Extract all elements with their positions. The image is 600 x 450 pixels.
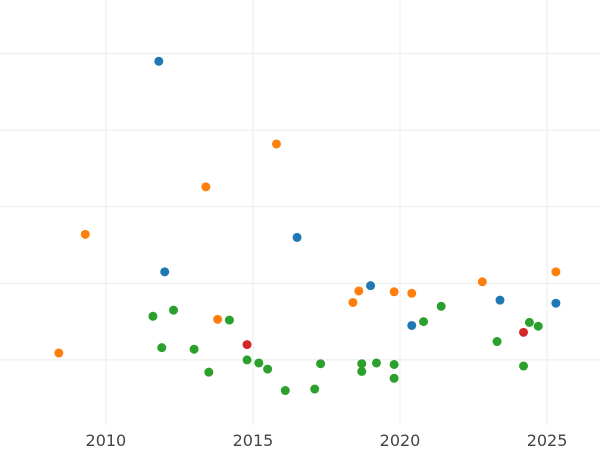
data-point <box>316 359 326 369</box>
data-points <box>54 56 561 396</box>
data-point <box>551 298 561 308</box>
data-point <box>389 360 399 370</box>
x-tick-label: 2025 <box>527 431 568 450</box>
data-point <box>263 364 273 374</box>
x-tick-label: 2015 <box>233 431 274 450</box>
grid-lines <box>0 0 600 425</box>
data-point <box>419 317 429 327</box>
data-point <box>254 358 264 368</box>
data-point <box>280 386 290 396</box>
data-point <box>551 267 561 277</box>
data-point <box>80 229 90 239</box>
data-point <box>157 343 167 353</box>
data-point <box>357 366 367 376</box>
data-point <box>271 139 281 149</box>
data-point <box>292 232 302 242</box>
data-point <box>533 321 543 331</box>
data-point <box>524 317 534 327</box>
data-point <box>160 267 170 277</box>
x-tick-label: 2010 <box>86 431 127 450</box>
data-point <box>389 373 399 383</box>
data-point <box>310 384 320 394</box>
data-point <box>371 358 381 368</box>
data-point <box>242 355 252 365</box>
x-axis-tick-labels: 2010 2015 2020 2025 <box>86 431 568 450</box>
data-point <box>357 359 367 369</box>
data-point <box>348 297 358 307</box>
data-point <box>436 301 446 311</box>
data-point <box>492 337 502 347</box>
data-point <box>169 305 179 315</box>
data-point <box>407 288 417 298</box>
data-point <box>354 286 364 296</box>
data-point <box>154 56 164 66</box>
data-point <box>148 311 158 321</box>
data-point <box>519 327 529 337</box>
data-point <box>407 320 417 330</box>
data-point <box>189 344 199 354</box>
data-point <box>366 281 376 291</box>
data-point <box>389 287 399 297</box>
data-point <box>242 340 252 350</box>
x-tick-label: 2020 <box>380 431 421 450</box>
data-point <box>204 367 214 377</box>
data-point <box>477 277 487 287</box>
data-point <box>519 361 529 371</box>
data-point <box>213 314 223 324</box>
data-point <box>224 315 234 325</box>
data-point <box>54 348 64 358</box>
data-point <box>495 295 505 305</box>
data-point <box>201 182 211 192</box>
